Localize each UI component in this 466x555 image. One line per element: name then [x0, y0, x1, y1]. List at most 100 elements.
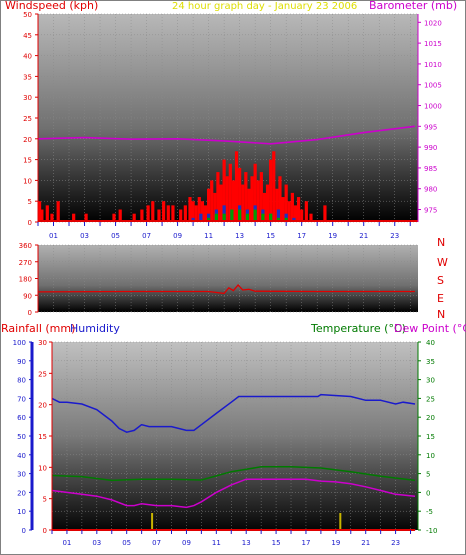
humidity-tick-label: 90: [17, 358, 26, 366]
humidity-tick-label: 20: [17, 489, 26, 497]
wind-bar-wind_lull: [238, 209, 242, 222]
wind-direction-line: [37, 284, 415, 295]
humidity-tick-label: 10: [17, 508, 26, 516]
temp-x-tick-label: 07: [152, 539, 161, 547]
wind-bar-wind_avg: [276, 209, 281, 222]
wind-bar-wind_gust: [323, 205, 327, 222]
wind-bar-wind_gust: [45, 205, 49, 222]
temp-x-tick-label: 21: [361, 539, 370, 547]
compass-label: N: [437, 236, 445, 249]
wind-bar-wind_gust: [304, 201, 308, 222]
wind-bar-wind_gust: [203, 205, 208, 222]
wind-bar-wind_gust: [238, 167, 242, 222]
wind-bar-wind_gust: [197, 197, 201, 222]
wind-bar-wind_lull: [222, 213, 226, 222]
wind-bar-wind_gust: [265, 184, 270, 222]
humidity-tick-label: 80: [17, 377, 26, 385]
wind-bar-wind_lull: [269, 213, 273, 222]
wind-bar-wind_gust: [250, 176, 254, 222]
wind-x-tick-label: 05: [111, 232, 120, 240]
wind-bar-wind_gust: [300, 209, 304, 222]
temp-x-tick-label: 05: [122, 539, 131, 547]
dir-tick-label: 90: [23, 292, 32, 300]
wind-left-tick-label: 35: [23, 73, 32, 81]
wind-x-tick-label: 11: [204, 232, 213, 240]
rain-tick-label: 25: [38, 370, 47, 378]
wind-x-tick-label: 23: [390, 232, 399, 240]
temp-tick-label: 20: [426, 414, 435, 422]
wind-bar-wind_gust: [194, 205, 198, 222]
rainfall-label: Rainfall (mm): [1, 322, 75, 335]
wind-bar-wind_gust: [241, 184, 245, 222]
temp-x-tick-label: 23: [391, 539, 400, 547]
temp-x-tick-label: 17: [301, 539, 310, 547]
rain-tick-label: 20: [38, 402, 47, 410]
wind-bar-wind_lull: [245, 213, 249, 222]
humidity-tick-label: 70: [17, 395, 26, 403]
wind-bar-wind_gust: [40, 209, 44, 222]
barometer-label: Barometer (mb): [369, 0, 457, 12]
wind-x-tick-label: 13: [235, 232, 244, 240]
wind-x-tick-label: 17: [297, 232, 306, 240]
wind-left-tick-label: 25: [23, 115, 32, 123]
temp-tick-label: 10: [426, 452, 435, 460]
wind-bar-wind_avg: [292, 217, 296, 222]
windspeed-label: Windspeed (kph): [5, 0, 98, 12]
humidity-label: Humidity: [70, 322, 120, 335]
wind-bar-wind_gust: [225, 176, 229, 222]
humidity-tick-label: 40: [17, 452, 26, 460]
compass-label: S: [437, 274, 444, 287]
wind-bar-wind_gust: [162, 201, 166, 222]
wind-x-tick-label: 01: [49, 232, 58, 240]
wind-left-tick-label: 40: [23, 53, 32, 61]
temp-x-tick-label: 13: [242, 539, 251, 547]
temp-x-tick-label: 03: [92, 539, 101, 547]
wind-bar-wind_gust: [272, 151, 276, 222]
wind-right-tick-label: 975: [424, 207, 437, 215]
wind-bar-wind_gust: [275, 188, 279, 222]
wind-bar-wind_gust: [231, 180, 236, 222]
wind-right-tick-label: 1005: [424, 82, 442, 90]
wind-bar-wind_gust: [269, 159, 273, 222]
wind-bar-wind_gust: [284, 184, 288, 222]
wind-bar-wind_lull: [284, 217, 288, 222]
wind-bar-wind_lull: [253, 209, 257, 222]
temp-tick-label: -10: [426, 527, 437, 535]
wind-bar-wind_gust: [112, 213, 116, 222]
wind-bar-wind_gust: [247, 188, 251, 222]
wind-left-tick-label: 50: [23, 11, 32, 19]
wind-bar-wind_gust: [151, 201, 155, 222]
humidity-tick-label: 50: [17, 433, 26, 441]
temp-tick-label: 30: [426, 377, 435, 385]
wind-bar-wind_gust: [213, 192, 217, 222]
wind-bar-wind_gust: [140, 209, 144, 222]
temp-tick-label: 35: [426, 358, 435, 366]
wind-left-tick-label: 15: [23, 157, 32, 165]
humidity-tick-label: 60: [17, 414, 26, 422]
wind-bar-wind_gust: [222, 159, 226, 222]
wind-bar-wind_gust: [253, 163, 257, 222]
wind-bar-wind_gust: [56, 201, 60, 222]
wind-bar-wind_gust: [146, 205, 150, 222]
series-line-dew-point: [51, 478, 416, 509]
dir-tick-label: 0: [28, 309, 32, 317]
wind-right-tick-label: 985: [424, 165, 437, 173]
wind-bar-wind_avg: [191, 217, 195, 222]
wind-left-tick-label: 0: [28, 219, 32, 227]
temp-x-tick-label: 15: [272, 539, 281, 547]
wind-right-tick-label: 1000: [424, 103, 442, 111]
wind-bar-wind_gust: [290, 192, 294, 222]
wind-bar-wind_gust: [210, 180, 214, 222]
wind-left-tick-label: 45: [23, 32, 32, 40]
compass-label: E: [437, 292, 444, 305]
wind-bar-wind_gust: [293, 205, 298, 222]
wind-right-tick-label: 1015: [424, 40, 442, 48]
wind-bar-wind_lull: [230, 209, 234, 222]
dir-tick-label: 180: [19, 276, 32, 284]
temp-x-tick-label: 01: [62, 539, 71, 547]
graph-title: 24 hour graph day - January 23 2006: [172, 1, 357, 12]
humidity-tick-label: 0: [22, 527, 26, 535]
wind-bar-wind_gust: [228, 163, 232, 222]
